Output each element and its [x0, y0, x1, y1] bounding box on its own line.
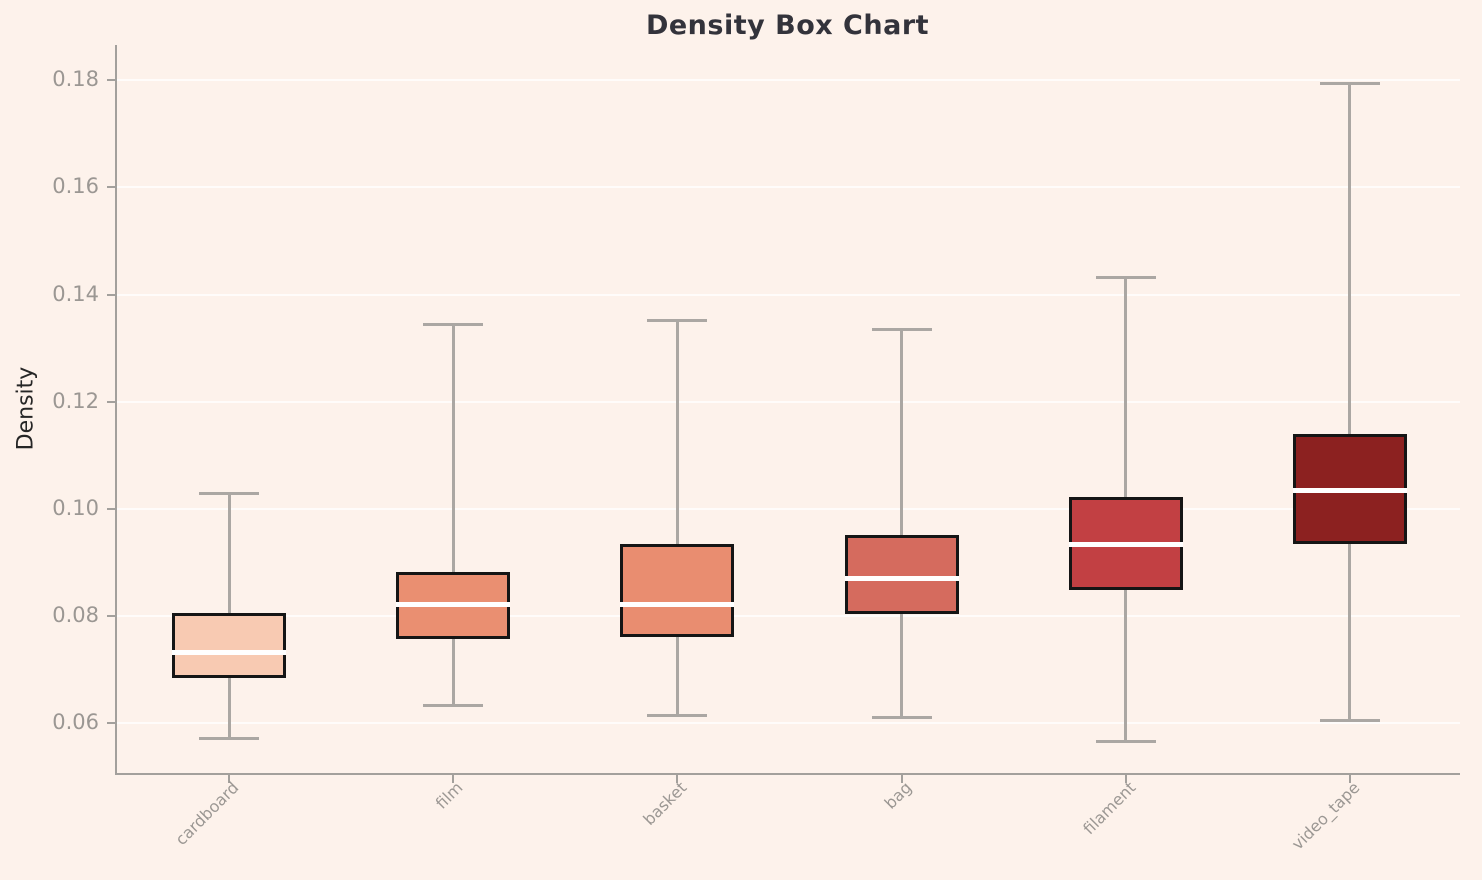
x-tick-label-cardboard: cardboard — [171, 778, 243, 849]
median-video_tape — [1292, 487, 1407, 493]
whisker-upper-video_tape — [1348, 83, 1352, 434]
x-tick-mark — [1124, 775, 1127, 783]
whisker-cap-bottom-filament — [1095, 739, 1156, 743]
x-tick-mark — [676, 775, 679, 783]
whisker-cap-top-basket — [647, 319, 708, 323]
whisker-upper-cardboard — [227, 493, 231, 614]
whisker-lower-filament — [1124, 590, 1128, 742]
whisker-upper-filament — [1124, 277, 1128, 498]
whisker-upper-bag — [900, 329, 904, 535]
gridline — [117, 79, 1460, 82]
whisker-cap-top-cardboard — [199, 491, 260, 495]
median-cardboard — [172, 650, 287, 656]
gridline — [117, 507, 1460, 510]
box-bag — [844, 534, 959, 615]
whisker-upper-basket — [675, 320, 679, 544]
gridline — [117, 614, 1460, 617]
whisker-cap-top-bag — [871, 327, 932, 331]
gridline — [117, 400, 1460, 403]
whisker-cap-bottom-film — [423, 704, 484, 708]
gridline — [117, 722, 1460, 725]
box-basket — [620, 543, 735, 638]
plot-area: 0.06 0.08 0.10 0.12 0.14 0.16 0.18 cardboard fil… — [52, 45, 1460, 854]
x-tick-label-film: film — [431, 778, 467, 813]
y-tick-label: 0.06 — [52, 710, 99, 735]
x-tick-mark — [1348, 775, 1351, 783]
whisker-lower-film — [451, 638, 455, 706]
whisker-cap-bottom-bag — [871, 716, 932, 720]
median-basket — [620, 601, 735, 607]
box-cardboard — [172, 613, 287, 678]
whisker-upper-film — [451, 324, 455, 572]
x-tick-mark — [228, 775, 231, 783]
y-tick-mark — [107, 614, 115, 617]
x-tick-label-video_tape: video_tape — [1287, 778, 1364, 854]
y-tick-mark — [107, 79, 115, 82]
whisker-cap-top-filament — [1095, 275, 1156, 279]
whisker-cap-bottom-basket — [647, 713, 708, 717]
x-tick-label-bag: bag — [880, 778, 916, 813]
median-film — [396, 601, 511, 607]
y-tick-label: 0.10 — [52, 495, 99, 520]
whisker-cap-bottom-video_tape — [1319, 718, 1380, 722]
whisker-lower-video_tape — [1348, 543, 1352, 721]
median-bag — [844, 575, 959, 581]
y-tick-mark — [107, 186, 115, 189]
whisker-cap-top-film — [423, 322, 484, 326]
y-tick-mark — [107, 722, 115, 725]
x-tick-mark — [900, 775, 903, 783]
whisker-lower-cardboard — [227, 677, 231, 739]
y-tick-label: 0.14 — [52, 281, 99, 306]
chart-title: Density Box Chart — [645, 10, 930, 41]
whisker-cap-top-video_tape — [1319, 81, 1380, 85]
gridline — [117, 186, 1460, 189]
whisker-lower-basket — [675, 637, 679, 715]
median-filament — [1068, 542, 1183, 548]
y-tick-mark — [107, 507, 115, 510]
y-tick-label: 0.08 — [52, 602, 99, 627]
y-tick-label: 0.18 — [52, 67, 99, 92]
y-tick-label: 0.16 — [52, 174, 99, 199]
y-tick-mark — [107, 293, 115, 296]
y-tick-label: 0.12 — [52, 388, 99, 413]
whisker-cap-bottom-cardboard — [199, 736, 260, 740]
x-tick-mark — [452, 775, 455, 783]
x-tick-label-basket: basket — [639, 778, 691, 829]
y-tick-mark — [107, 400, 115, 403]
x-tick-label-filament: filament — [1078, 778, 1140, 839]
gridline — [117, 293, 1460, 296]
whisker-lower-bag — [900, 614, 904, 718]
